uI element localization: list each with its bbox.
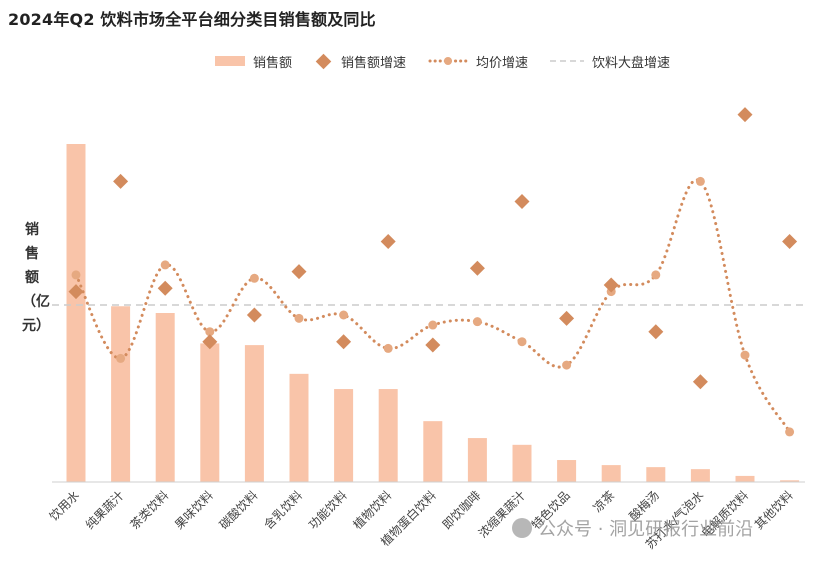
sales-growth-diamond-17 xyxy=(782,234,798,250)
sales-growth-diamond-13 xyxy=(603,277,619,293)
x-tick-label-6: 含乳饮料 xyxy=(261,488,306,533)
legend-label: 均价增速 xyxy=(476,55,529,71)
legend-label: 饮料大盘增速 xyxy=(592,55,671,71)
bar-3 xyxy=(155,313,175,482)
sales-growth-diamond-10 xyxy=(469,260,485,276)
bar-9 xyxy=(423,421,443,482)
x-tick-label-5: 碳酸饮料 xyxy=(216,488,261,533)
price-growth-point-7 xyxy=(339,310,349,320)
bar-2 xyxy=(111,306,131,482)
x-tick-label-17: 其他饮料 xyxy=(752,488,796,532)
price-growth-point-12 xyxy=(562,360,572,370)
x-tick-label-4: 果味饮料 xyxy=(172,488,216,532)
bar-8 xyxy=(378,389,398,482)
wechat-icon xyxy=(512,518,532,538)
bar-17 xyxy=(780,480,800,482)
sales-growth-diamond-7 xyxy=(336,334,352,350)
bar-12 xyxy=(557,460,577,482)
price-growth-point-14 xyxy=(651,270,661,280)
legend-dashed-line-swatch xyxy=(550,60,585,62)
bar-1 xyxy=(66,144,86,482)
sales-growth-diamond-12 xyxy=(559,310,575,326)
price-growth-point-10 xyxy=(472,317,482,327)
sales-growth-diamond-2 xyxy=(113,173,129,189)
sales-growth-diamond-5 xyxy=(246,307,262,323)
legend-item-market-growth: 饮料大盘增速 xyxy=(550,52,670,71)
sales-growth-diamond-9 xyxy=(425,337,441,353)
x-tick-label-7: 功能饮料 xyxy=(306,488,350,532)
bar-5 xyxy=(244,345,264,482)
legend-label: 销售额增速 xyxy=(341,55,407,71)
price-growth-point-17 xyxy=(785,427,795,437)
sales-growth-diamond-6 xyxy=(291,264,307,280)
price-growth-point-9 xyxy=(428,320,438,330)
legend-item-sales-growth: 销售额增速 xyxy=(314,52,406,71)
chart-title: 2024年Q2 饮料市场全平台细分类目销售额及同比 xyxy=(8,10,376,29)
x-tick-label-2: 纯果蔬汁 xyxy=(83,488,127,532)
price-growth-point-2 xyxy=(116,353,126,363)
bar-7 xyxy=(334,389,354,482)
bar-6 xyxy=(289,373,309,482)
sales-growth-diamond-4 xyxy=(202,334,218,350)
sales-growth-diamond-11 xyxy=(514,193,530,209)
price-growth-line xyxy=(74,178,792,434)
legend-label: 销售额 xyxy=(253,55,293,71)
bar-14 xyxy=(646,467,666,482)
y-axis-label: 销售额（亿元） xyxy=(22,222,50,334)
price-growth-point-16 xyxy=(740,350,750,360)
sales-growth-diamond-3 xyxy=(157,280,173,296)
bar-10 xyxy=(467,438,487,482)
price-growth-point-5 xyxy=(249,273,259,283)
bar-16 xyxy=(735,475,755,482)
sales-growth-diamond-1 xyxy=(68,284,84,300)
watermark: 公众号 · 洞见研报行业前沿 xyxy=(512,515,753,541)
watermark-text: 公众号 · 洞见研报行业前沿 xyxy=(538,519,754,540)
x-tick-label-8: 植物饮料 xyxy=(350,488,395,533)
price-growth-point-11 xyxy=(517,337,527,347)
legend-item-price-growth: 均价增速 xyxy=(428,52,528,71)
bar-4 xyxy=(200,343,220,482)
price-growth-point-1 xyxy=(71,270,81,280)
bar-13 xyxy=(601,465,621,482)
sales-growth-diamond-15 xyxy=(692,374,708,390)
legend-bar-swatch xyxy=(215,56,245,66)
price-growth-point-15 xyxy=(695,176,705,186)
bar-15 xyxy=(690,469,710,482)
x-tick-label-13: 凉茶 xyxy=(590,488,618,516)
price-growth-point-4 xyxy=(205,327,215,337)
x-tick-label-3: 茶类饮料 xyxy=(127,488,172,533)
sales-growth-diamond-8 xyxy=(380,234,396,250)
legend-item-sales: 销售额 xyxy=(215,52,292,71)
sales-growth-diamond-14 xyxy=(648,324,664,340)
x-tick-label-10: 即饮咖啡 xyxy=(439,488,484,533)
bar-11 xyxy=(512,444,532,482)
legend: 销售额 销售额增速 均价增速 饮料大盘增速 xyxy=(215,51,692,71)
price-growth-point-6 xyxy=(294,313,304,323)
price-growth-point-8 xyxy=(383,343,393,353)
price-growth-point-3 xyxy=(160,260,170,270)
sales-growth-diamond-16 xyxy=(737,107,753,123)
legend-dotted-line-swatch xyxy=(428,57,468,65)
x-tick-label-1: 饮用水 xyxy=(47,488,82,523)
